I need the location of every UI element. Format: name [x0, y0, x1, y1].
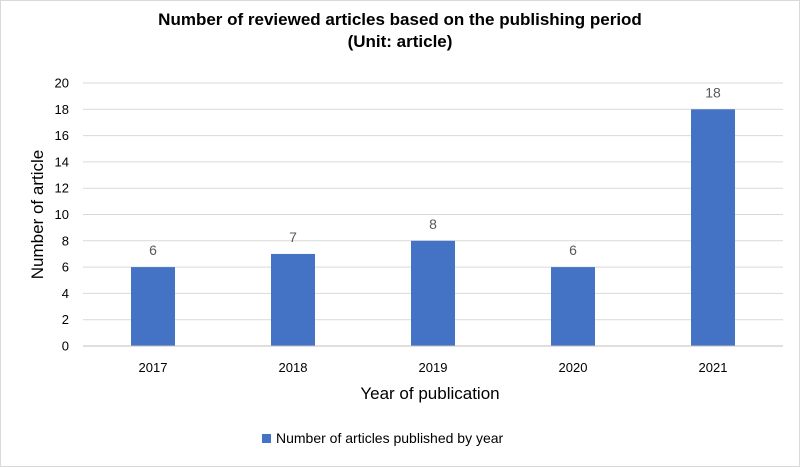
- chart-title-line: Number of reviewed articles based on the…: [158, 10, 642, 29]
- x-tick-label-2020: 2020: [559, 360, 588, 375]
- y-tick-label: 18: [55, 102, 69, 117]
- bar-2020: [551, 267, 595, 346]
- y-tick-label: 16: [55, 128, 69, 143]
- y-axis-title: Number of article: [28, 150, 47, 279]
- y-tick-label: 6: [62, 260, 69, 275]
- x-tick-label-2017: 2017: [139, 360, 168, 375]
- data-label-2021: 18: [705, 84, 721, 100]
- data-label-2019: 8: [429, 216, 437, 232]
- data-label-2018: 7: [289, 229, 297, 245]
- x-axis-ticks: 2017 2018 2019 2020 2021: [139, 360, 728, 375]
- x-tick-label-2018: 2018: [279, 360, 308, 375]
- legend-swatch: [262, 434, 271, 443]
- bar-2018: [271, 253, 315, 346]
- chart-subtitle: (Unit: article): [347, 32, 453, 51]
- y-tick-label: 14: [55, 154, 69, 169]
- y-tick-label: 20: [55, 76, 69, 91]
- x-tick-label-2019: 2019: [419, 360, 448, 375]
- legend: Number of articles published by year: [262, 430, 504, 446]
- bar-2021: [691, 109, 735, 346]
- x-axis-title: Year of publication: [360, 384, 499, 403]
- data-label-2017: 6: [149, 242, 157, 258]
- y-axis-ticks: 0 2 4 6 8 10 12 14 16 18 20: [55, 76, 69, 354]
- y-tick-label: 12: [55, 181, 69, 196]
- data-label-2020: 6: [569, 242, 577, 258]
- data-labels: 6 7 8 6 18: [149, 84, 721, 258]
- chart-title: Number of reviewed articles based on the…: [1, 9, 799, 53]
- x-tick-label-2021: 2021: [699, 360, 728, 375]
- y-tick-label: 10: [55, 207, 69, 222]
- legend-label: Number of articles published by year: [276, 430, 504, 446]
- y-tick-label: 8: [62, 233, 69, 248]
- bar-2017: [131, 267, 175, 346]
- gridlines: [83, 82, 783, 321]
- bar-2019: [411, 240, 455, 346]
- bars: [131, 109, 735, 346]
- y-tick-label: 0: [62, 339, 69, 354]
- y-tick-label: 2: [62, 312, 69, 327]
- y-tick-label: 4: [62, 286, 69, 301]
